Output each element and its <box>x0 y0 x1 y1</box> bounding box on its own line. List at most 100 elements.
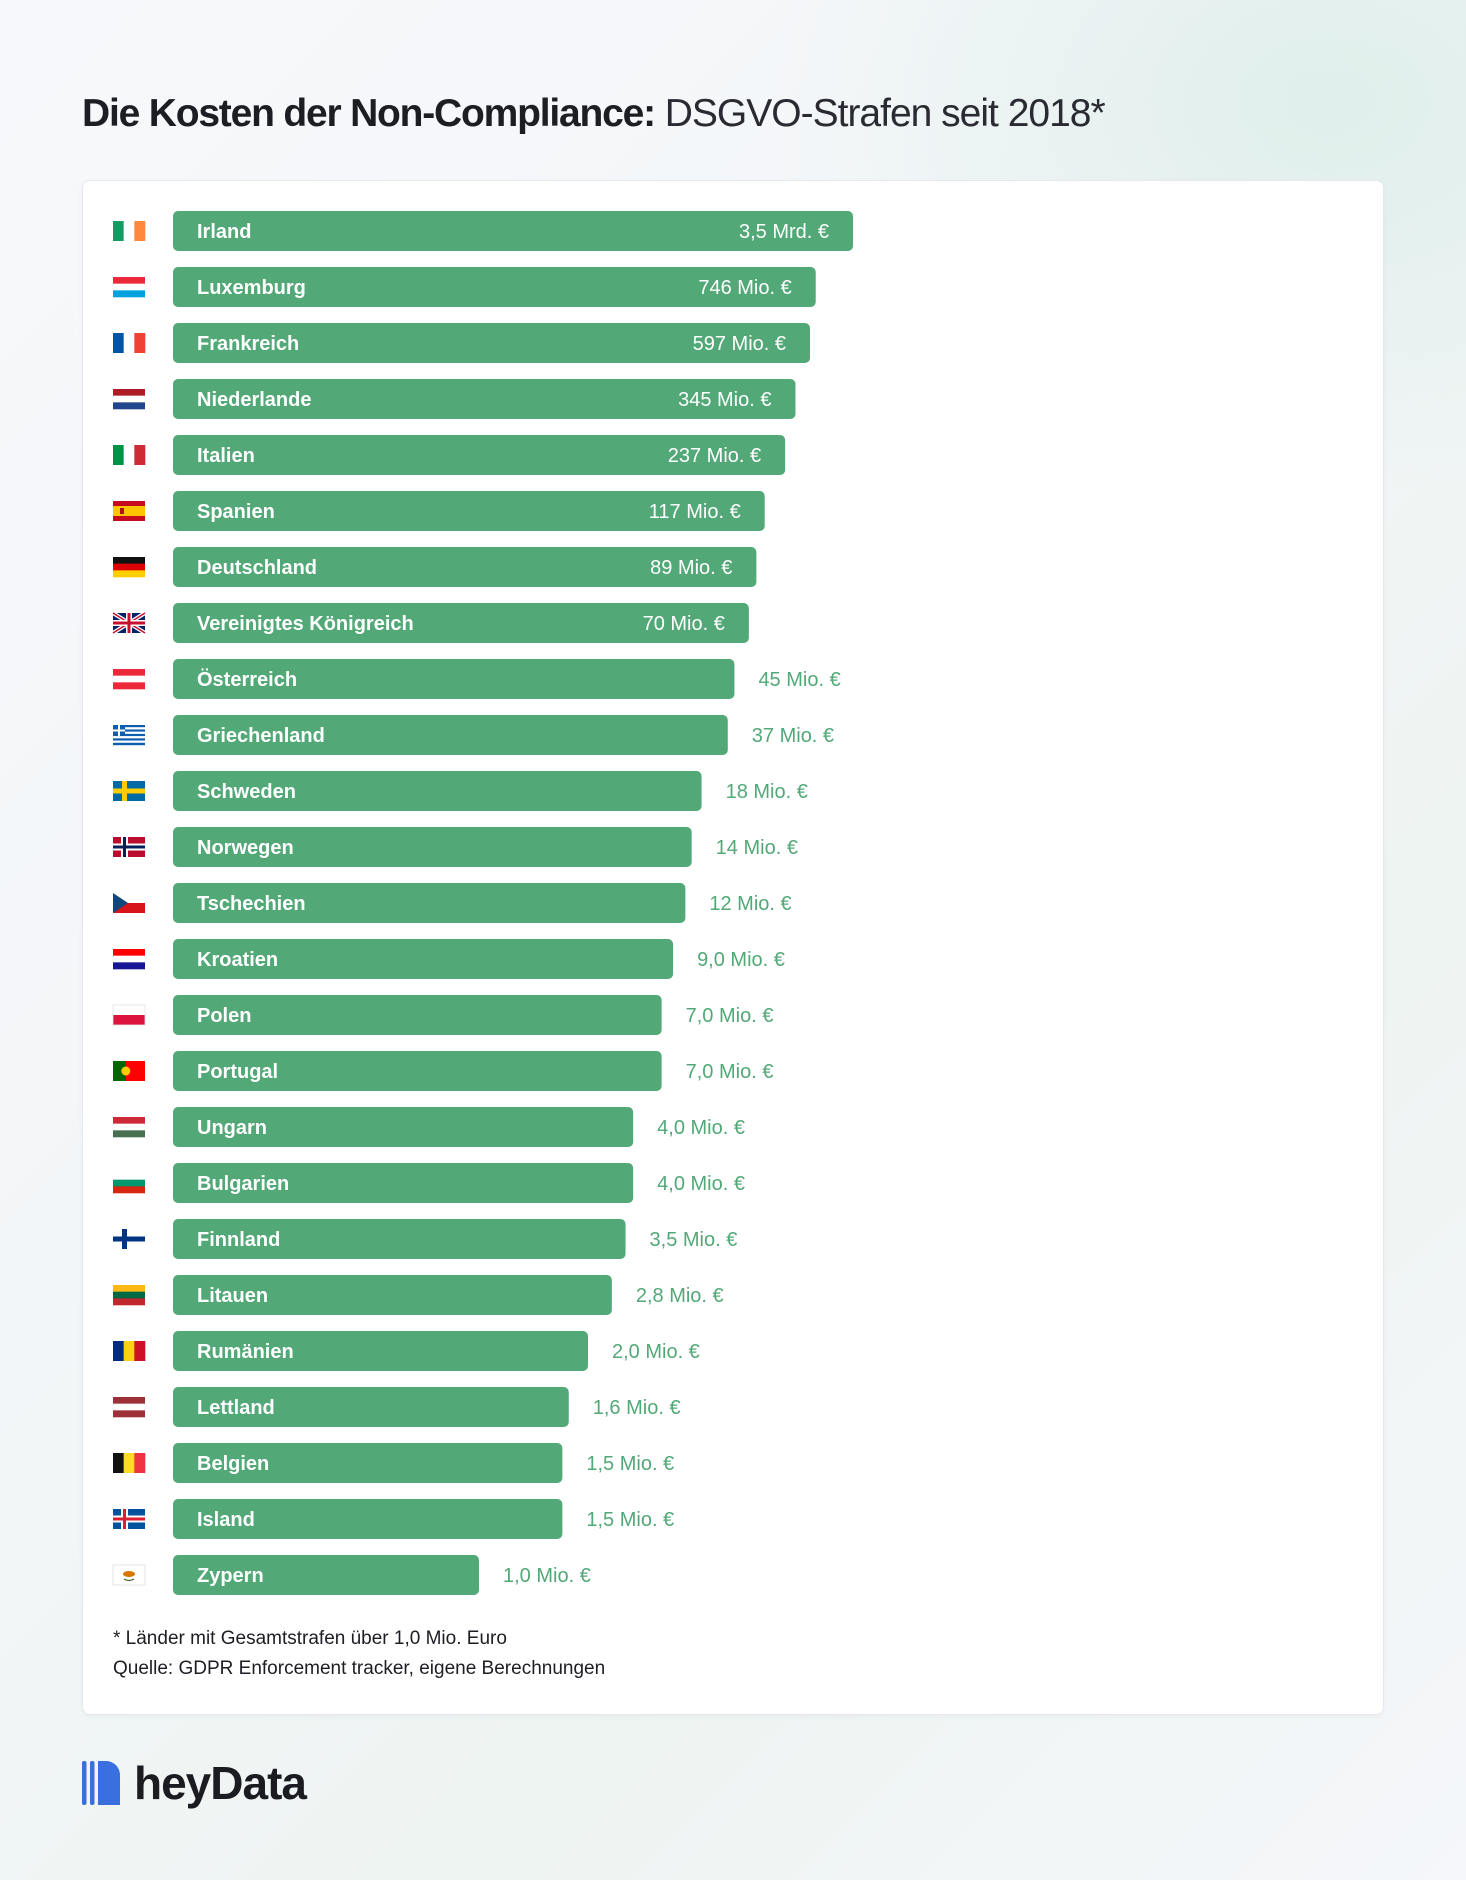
bar-row: Island 1,5 Mio. € <box>113 1499 674 1539</box>
bar-row: Niederlande 345 Mio. € <box>113 379 796 419</box>
bar-label: Tschechien <box>197 893 306 915</box>
data-label: 18 Mio. € <box>726 781 808 803</box>
bar <box>173 1331 588 1371</box>
data-label: 12 Mio. € <box>709 893 791 915</box>
bar-label: Spanien <box>197 501 275 523</box>
brand-logo: heyData <box>82 1757 307 1809</box>
data-label: 1,0 Mio. € <box>503 1565 591 1587</box>
flag-hu-icon <box>113 1117 145 1138</box>
bar-row: Finnland 3,5 Mio. € <box>113 1219 737 1259</box>
bar-chart: Irland 3,5 Mrd. € Luxemburg 746 Mio. € Frank… <box>111 211 853 1595</box>
brand-name: heyData <box>134 1757 307 1809</box>
flag-is-icon <box>113 1509 145 1529</box>
bar <box>173 1275 612 1315</box>
flag-gr-icon <box>113 725 145 746</box>
bar-label: Finnland <box>197 1229 280 1251</box>
bar-row: Italien 237 Mio. € <box>113 435 786 475</box>
flag-ie-icon <box>113 221 146 241</box>
flag-bg-icon <box>113 1173 145 1194</box>
data-label: 2,0 Mio. € <box>612 1341 700 1363</box>
flag-fr-icon <box>113 333 146 353</box>
bar-label: Ungarn <box>197 1117 267 1139</box>
bar-row: Schweden 18 Mio. € <box>113 771 808 811</box>
bar-label: Schweden <box>197 781 296 803</box>
chart-notes: * Länder mit Gesamtstrafen über 1,0 Mio.… <box>113 1624 605 1684</box>
data-label: 2,8 Mio. € <box>636 1285 724 1307</box>
bar-row: Rumänien 2,0 Mio. € <box>113 1331 700 1371</box>
footnote: * Länder mit Gesamtstrafen über 1,0 Mio.… <box>113 1628 507 1649</box>
data-label: 9,0 Mio. € <box>697 949 785 971</box>
flag-hr-icon <box>113 949 145 970</box>
flag-se-icon <box>113 781 145 801</box>
flag-cz-icon <box>113 893 145 913</box>
flag-lu-icon <box>113 277 145 298</box>
flag-fi-icon <box>113 1229 145 1249</box>
bar-row: Zypern 1,0 Mio. € <box>112 1555 591 1595</box>
bar-label: Frankreich <box>197 333 299 355</box>
bar-row: Spanien 117 Mio. € <box>113 491 765 531</box>
bar <box>173 659 735 699</box>
bar <box>173 1499 563 1539</box>
bar <box>173 1443 563 1483</box>
bar-label: Island <box>197 1509 255 1531</box>
flag-pl-icon <box>112 1004 146 1026</box>
data-label: 237 Mio. € <box>668 445 761 467</box>
data-label: 7,0 Mio. € <box>686 1061 774 1083</box>
bar <box>173 1387 569 1427</box>
flag-cy-icon <box>112 1564 146 1586</box>
flag-lv-icon <box>113 1397 145 1418</box>
bar <box>173 771 702 811</box>
bar <box>173 491 765 531</box>
bar <box>173 323 811 363</box>
flag-de-icon <box>113 557 145 578</box>
bar <box>173 1107 634 1147</box>
bar-label: Polen <box>197 1005 251 1027</box>
bar-row: Frankreich 597 Mio. € <box>113 323 811 363</box>
bar-row: Griechenland 37 Mio. € <box>113 715 834 755</box>
bar-row: Polen 7,0 Mio. € <box>112 995 773 1035</box>
bar-label: Deutschland <box>197 557 317 579</box>
bar <box>173 267 816 307</box>
data-label: 117 Mio. € <box>649 501 741 523</box>
bar-label: Vereinigtes Königreich <box>197 613 414 635</box>
data-label: 1,5 Mio. € <box>586 1509 674 1531</box>
bar-label: Portugal <box>197 1061 278 1083</box>
bar-row: Ungarn 4,0 Mio. € <box>113 1107 745 1147</box>
flag-it-icon <box>113 445 146 465</box>
bar-row: Portugal 7,0 Mio. € <box>113 1051 773 1091</box>
bar-row: Österreich 45 Mio. € <box>113 659 841 699</box>
flag-ro-icon <box>113 1341 146 1361</box>
chart-title: Die Kosten der Non-Compliance: DSGVO-Str… <box>82 92 1106 136</box>
bar-label: Kroatien <box>197 949 278 971</box>
bar-label: Bulgarien <box>197 1173 289 1195</box>
source-note: Quelle: GDPR Enforcement tracker, eigene… <box>113 1658 606 1679</box>
bar-row: Luxemburg 746 Mio. € <box>113 267 816 307</box>
data-label: 3,5 Mrd. € <box>739 221 829 243</box>
data-label: 345 Mio. € <box>678 389 771 411</box>
bar <box>173 603 749 643</box>
bar-label: Luxemburg <box>197 277 306 299</box>
data-label: 45 Mio. € <box>758 669 840 691</box>
bar-row: Irland 3,5 Mrd. € <box>113 211 853 251</box>
chart-title-bold: Die Kosten der Non-Compliance: <box>82 92 656 135</box>
data-label: 1,5 Mio. € <box>586 1453 674 1475</box>
data-label: 597 Mio. € <box>693 333 786 355</box>
bar-row: Norwegen 14 Mio. € <box>113 827 798 867</box>
bar <box>173 827 692 867</box>
data-label: 746 Mio. € <box>698 277 791 299</box>
data-label: 70 Mio. € <box>643 613 725 635</box>
bar-label: Irland <box>197 221 251 243</box>
data-label: 14 Mio. € <box>716 837 798 859</box>
chart-title-light: DSGVO-Strafen seit 2018* <box>664 92 1106 135</box>
data-label: 1,6 Mio. € <box>593 1397 681 1419</box>
bar-label: Norwegen <box>197 837 294 859</box>
data-label: 4,0 Mio. € <box>657 1173 745 1195</box>
data-label: 4,0 Mio. € <box>657 1117 745 1139</box>
flag-at-icon <box>113 669 145 690</box>
bar-label: Österreich <box>197 668 297 691</box>
heydata-logo-icon <box>82 1761 120 1805</box>
bar-row: Vereinigtes Königreich 70 Mio. € <box>111 603 749 643</box>
bar-row: Kroatien 9,0 Mio. € <box>113 939 785 979</box>
bar-label: Lettland <box>197 1397 275 1419</box>
bar-row: Lettland 1,6 Mio. € <box>113 1387 681 1427</box>
